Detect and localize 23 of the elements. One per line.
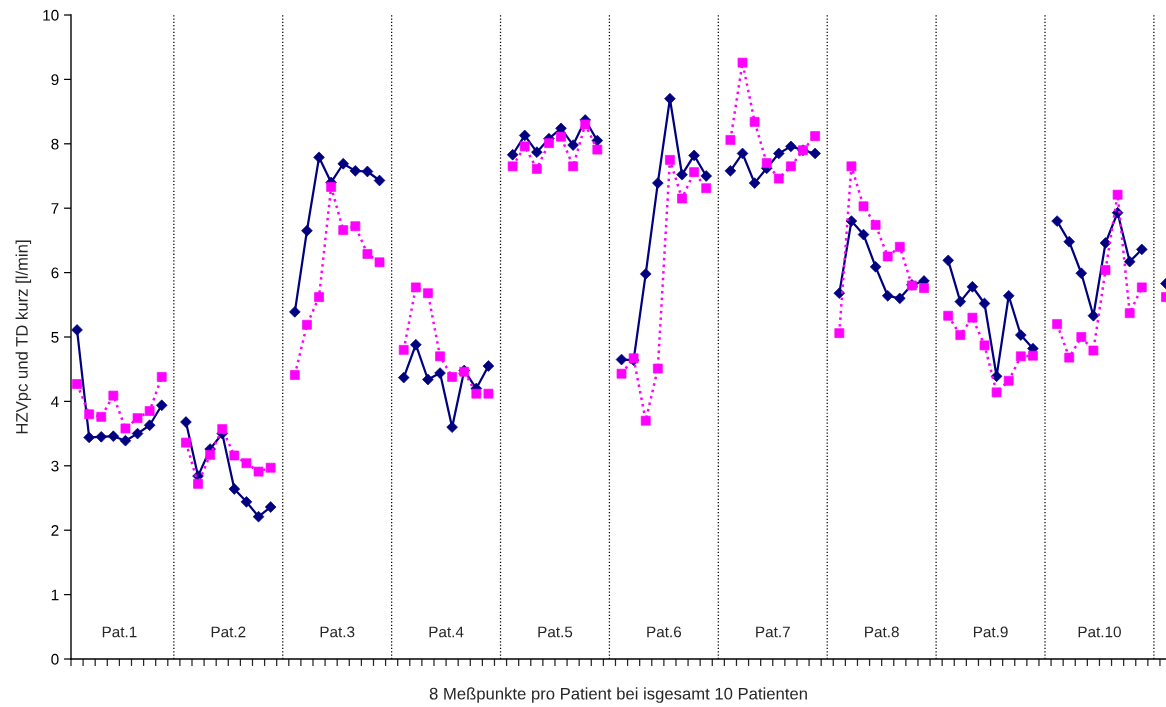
- y-tick-label: 2: [51, 525, 59, 536]
- annotation: Pat.8: [865, 626, 899, 638]
- x-axis-title: 8 Meßpunkte pro Patient bei isgesamt 10 Patienten: [429, 687, 807, 703]
- annotation: Pat.2: [211, 626, 246, 638]
- y-tick-label: 8: [51, 138, 59, 150]
- y-tick-label: 4: [51, 396, 59, 407]
- y-tick-label: 5: [51, 332, 59, 343]
- annotation: Pat.3: [320, 626, 355, 638]
- annotation: Pat.5: [538, 626, 573, 638]
- y-tick-label: 1: [51, 589, 59, 601]
- annotation: Pat.10: [1078, 626, 1121, 638]
- annotation: Pat.6: [647, 626, 682, 638]
- annotation: Pat.1: [102, 626, 137, 638]
- annotation: Pat.7: [756, 626, 790, 638]
- y-tick-label: 10: [43, 9, 59, 21]
- y-tick-label: 7: [51, 203, 59, 214]
- y-tick-label: 6: [51, 267, 59, 279]
- y-tick-label: 9: [51, 74, 59, 86]
- y-tick-label: 0: [51, 653, 59, 665]
- annotation: Pat.9: [973, 626, 1008, 638]
- y-axis-title: HZVpc und TD kurz [l/min]: [15, 240, 32, 434]
- annotation: Pat.4: [429, 626, 464, 638]
- y-tick-label: 3: [51, 460, 59, 472]
